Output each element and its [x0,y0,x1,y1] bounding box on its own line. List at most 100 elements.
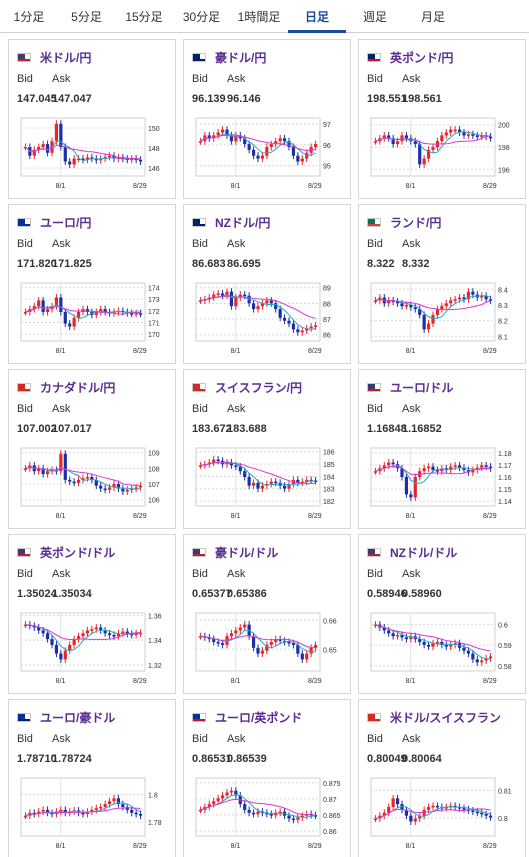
tab-5[interactable]: 日足 [288,0,346,33]
bid-label: Bid [17,73,33,85]
currency-card[interactable]: スイスフラン/円 Bid Ask 183.672 183.688 186 185 184 183… [183,369,351,529]
candle-body [409,305,413,308]
tab-0[interactable]: 1分足 [13,9,45,24]
candle-body [81,633,85,637]
bid-value: 1.35024 [17,588,57,600]
mini-chart[interactable]: 89 88 87 86 8/1 8/29 [194,279,344,357]
pair-name[interactable]: 英ポンド/円 [390,50,454,65]
currency-card[interactable]: カナダドル/円 Bid Ask 107.002 107.017 109 108 107 106 8… [8,369,176,529]
currency-card[interactable]: 英ポンド/ドル Bid Ask 1.35024 1.35034 1.36 1.34 1.32 8… [8,534,176,694]
candle-body [243,294,247,297]
candle-body [449,300,453,304]
candle-body [234,297,238,307]
candle-body [234,790,238,796]
nz-flag-icon [192,217,206,227]
tab-6[interactable]: 週足 [362,9,387,24]
mini-chart[interactable]: 200 198 196 8/1 8/29 [369,114,519,192]
mini-chart[interactable]: 174 173 172 171 170 8/1 8/29 [19,279,169,357]
candle-body [422,158,426,165]
tab-4[interactable]: 1時間足 [237,9,281,24]
pair-name[interactable]: ユーロ/円 [40,215,92,230]
candle-body [404,305,409,307]
pair-name[interactable]: カナダドル/円 [40,380,116,395]
currency-card[interactable]: 米ドル/スイスフラン Bid Ask 0.80049 0.80064 0.81 0.8 8/1… [358,699,526,857]
ma-long-line [25,306,141,315]
pair-name[interactable]: 豪ドル/円 [215,50,267,65]
candle-body [107,801,112,805]
pair-name[interactable]: NZドル/ドル [390,545,458,560]
ask-label: Ask [52,568,71,580]
candle-body [291,323,296,330]
currency-card[interactable]: 豪ドル/ドル Bid Ask 0.65377 0.65386 0.66 0.65 8/1 8/2… [183,534,351,694]
currency-card[interactable]: ランド/円 Bid Ask 8.322 8.332 8.4 8.3 8.2 8.1 8/1 8/29 [358,204,526,364]
pair-name[interactable]: ユーロ/英ポンド [215,710,303,725]
bid-value: 107.002 [17,423,57,435]
candle-body [313,144,318,147]
candle-body [313,644,318,648]
ask-value: 96.146 [227,93,261,105]
mini-chart[interactable]: 186 185 184 183 182 8/1 8/29 [194,444,344,522]
pair-name[interactable]: 米ドル/スイスフラン [390,710,501,725]
candle-body [41,809,45,812]
mini-chart[interactable]: 150 148 146 8/1 8/29 [19,114,169,192]
candle-body [130,158,134,161]
mini-chart[interactable]: 97 96 95 8/1 8/29 [194,114,344,192]
chart-frame [20,612,146,672]
candle-body [225,129,229,136]
pair-name[interactable]: ランド/円 [390,215,442,230]
card-title: 米ドル/スイスフラン [367,709,501,725]
pair-name[interactable]: ユーロ/豪ドル [40,710,116,725]
currency-card[interactable]: ユーロ/円 Bid Ask 171.820 171.825 174 173 172 171 170… [8,204,176,364]
candle-body [247,144,251,150]
candle-body [125,158,129,161]
currency-card[interactable]: NZドル/円 Bid Ask 86.683 86.695 89 88 87 86 8/1 8/29 [183,204,351,364]
mini-chart[interactable]: 1.8 1.78 8/1 8/29 [19,774,169,852]
pair-name[interactable]: スイスフラン/円 [215,380,302,395]
candle-body [121,488,125,492]
mini-chart[interactable]: 0.875 0.87 0.865 0.86 8/1 8/29 [194,774,344,852]
tab-2[interactable]: 15分足 [125,9,163,24]
candle-body [32,812,36,815]
mini-chart[interactable]: 1.36 1.34 1.32 8/1 8/29 [19,609,169,687]
candle-body [107,633,112,636]
candle-body [63,809,67,813]
candle-body [278,138,282,142]
candle-body [99,807,103,809]
candle-body [220,795,225,799]
pair-name[interactable]: ユーロ/ドル [390,380,454,395]
mini-chart[interactable]: 0.66 0.65 8/1 8/29 [194,609,344,687]
currency-card[interactable]: ユーロ/英ポンド Bid Ask 0.86531 0.86539 0.875 0.87 0.8… [183,699,351,857]
currency-card[interactable]: ユーロ/ドル Bid Ask 1.16848 1.16852 1.18 1.17 1.16 1.… [358,369,526,529]
candle-body [404,135,409,139]
mini-chart[interactable]: 1.18 1.17 1.16 1.15 1.14 8/1 8/29 [369,444,519,522]
mini-chart[interactable]: 0.81 0.8 8/1 8/29 [369,774,519,852]
candle-body [274,141,278,145]
currency-card[interactable]: 米ドル/円 Bid Ask 147.045 147.047 150 148 146 8/1 8/2… [8,39,176,199]
candle-body [121,804,125,807]
x-tick-label: 8/29 [133,183,147,190]
tick-label: 1.8 [148,793,158,800]
candle-body [207,462,211,465]
x-tick-label: 8/29 [483,678,497,685]
tick-label: 1.36 [148,613,162,620]
currency-card[interactable]: ユーロ/豪ドル Bid Ask 1.78710 1.78724 1.8 1.78 8/1 8/2… [8,699,176,857]
currency-card[interactable]: NZドル/ドル Bid Ask 0.58946 0.58960 0.6 0.59 0.58 8/… [358,534,526,694]
pair-name[interactable]: 豪ドル/ドル [215,545,279,560]
currency-card[interactable]: 英ポンド/円 Bid Ask 198.551 198.561 200 198 196 8/1 8/… [358,39,526,199]
candle-body [260,485,265,489]
tab-1[interactable]: 5分足 [71,9,102,24]
pair-name[interactable]: NZドル/円 [215,215,271,230]
pair-name[interactable]: 米ドル/円 [40,50,92,65]
candle-body [94,627,98,630]
candle-body [422,809,426,816]
ask-label: Ask [227,733,246,745]
pair-name[interactable]: 英ポンド/ドル [40,545,116,560]
mini-chart[interactable]: 0.6 0.59 0.58 8/1 8/29 [369,609,519,687]
tick-label: 107 [148,482,160,489]
candle-body [138,813,143,816]
mini-chart[interactable]: 109 108 107 106 8/1 8/29 [19,444,169,522]
currency-card[interactable]: 豪ドル/円 Bid Ask 96.139 96.146 97 96 95 8/1 8/29 [183,39,351,199]
mini-chart[interactable]: 8.4 8.3 8.2 8.1 8/1 8/29 [369,279,519,357]
tab-7[interactable]: 月足 [420,9,445,24]
tab-3[interactable]: 30分足 [182,9,221,24]
